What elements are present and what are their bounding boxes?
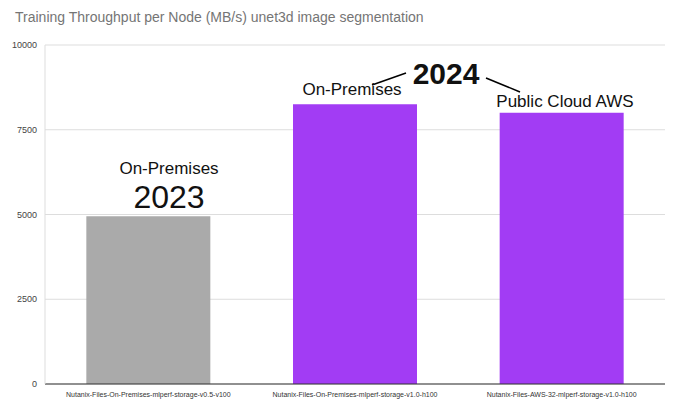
svg-text:Public Cloud AWS: Public Cloud AWS [496,92,633,111]
svg-text:5000: 5000 [17,210,37,220]
svg-text:Nutanix-Files-On-Premises-mlpe: Nutanix-Files-On-Premises-mlperf-storage… [66,391,231,399]
svg-text:2500: 2500 [17,294,37,304]
svg-text:0: 0 [32,379,37,389]
svg-text:2024: 2024 [413,57,480,90]
svg-text:Nutanix-Files-On-Premises-mlpe: Nutanix-Files-On-Premises-mlperf-storage… [273,391,438,399]
svg-text:Training Throughput per Node (: Training Throughput per Node (MB/s) unet… [15,9,424,25]
svg-text:2023: 2023 [133,179,204,215]
svg-text:On-Premises: On-Premises [119,159,218,178]
svg-text:Nutanix-Files-AWS-32-mlperf-st: Nutanix-Files-AWS-32-mlperf-storage-v1.0… [487,391,637,399]
svg-text:7500: 7500 [17,125,37,135]
svg-text:10000: 10000 [12,40,37,50]
svg-text:On-Premises: On-Premises [302,80,401,99]
